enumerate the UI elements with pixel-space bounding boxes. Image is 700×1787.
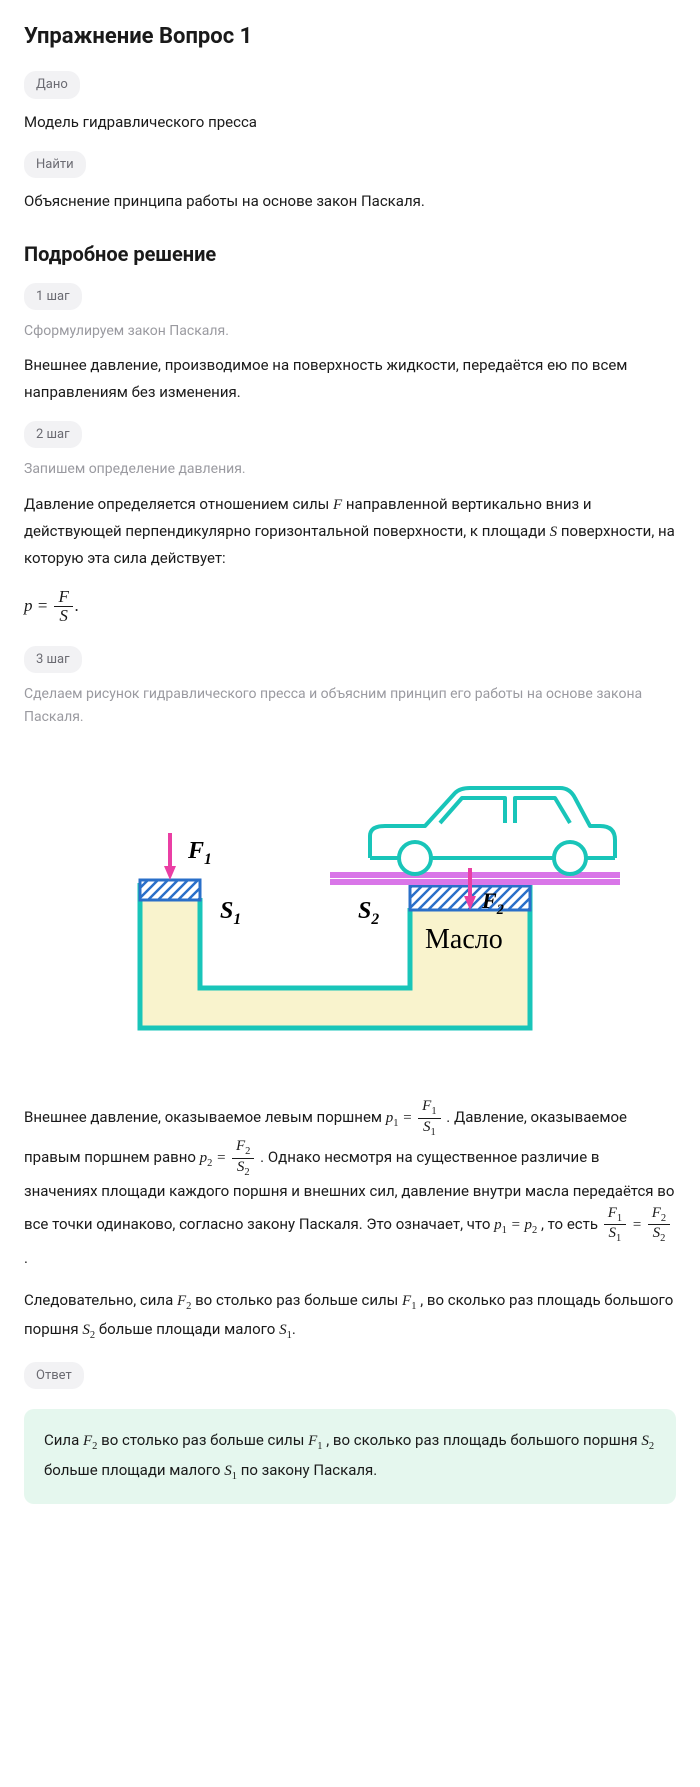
var-F: F [333,497,342,513]
find-text: Объяснение принципа работы на основе зак… [24,188,676,214]
step3-paragraph-1: Внешнее давление, оказываемое левым порш… [24,1098,676,1271]
answer-e: по закону Паскаля. [241,1461,378,1479]
step3-paragraph-2: Следовательно, сила F2 во столько раз бо… [24,1287,676,1346]
ans-S2: S2 [641,1433,654,1449]
svg-text:Масло: Масло [425,924,503,955]
step2-text: Давление определяется отношением силы F … [24,491,676,572]
svg-text:S1: S1 [220,898,241,928]
step3-pill: 3 шаг [24,646,82,674]
frac-F2S2: F2S2 [232,1138,254,1178]
answer-a: Сила [44,1431,83,1449]
solution-header: Подробное решение [24,239,676,269]
given-pill: Дано [24,71,80,99]
var-F1: F1 [402,1293,416,1309]
given-text: Модель гидравлического пресса [24,109,676,135]
page-title: Упражнение Вопрос 1 [24,20,676,53]
step3-p1-a: Внешнее давление, оказываемое левым порш… [24,1108,386,1126]
find-pill: Найти [24,151,86,179]
eq-p1: p1 = [386,1110,416,1126]
ans-F1: F1 [308,1433,322,1449]
step3-p1-d: , то есть [541,1215,602,1233]
ans-S1: S1 [224,1463,237,1479]
var-S: S [550,524,558,540]
hydraulic-press-diagram: F1S1S2F2Масло [24,758,676,1058]
var-F2: F2 [177,1293,191,1309]
answer-b: во столько раз больше силы [101,1431,308,1449]
step2-instruction: Запишем определение давления. [24,458,676,480]
step3-p2-a: Следовательно, сила [24,1291,177,1309]
equation-p-FS: p = FS. [24,588,676,626]
step3-p2-d: больше площади малого [99,1320,279,1338]
step2-pill: 2 шаг [24,421,82,449]
answer-c: , во сколько раз площадь большого поршня [326,1431,641,1449]
svg-text:S2: S2 [358,898,379,928]
var-S2: S2 [82,1322,95,1338]
var-S1: S1 [279,1322,292,1338]
step3-instruction: Сделаем рисунок гидравлического пресса и… [24,683,676,728]
frac-F1S1: F1S1 [418,1098,440,1138]
answer-pill: Ответ [24,1362,84,1390]
svg-text:F1: F1 [187,838,212,868]
step2-text-1: Давление определяется отношением силы [24,495,333,513]
answer-d: больше площади малого [44,1461,224,1479]
step1-text: Внешнее давление, производимое на поверх… [24,352,676,405]
frac-F1S1-b: F1S1 [604,1205,626,1245]
step1-instruction: Сформулируем закон Паскаля. [24,320,676,342]
step3-p2-b: во столько раз больше силы [195,1291,402,1309]
answer-box: Сила F2 во столько раз больше силы F1 , … [24,1409,676,1504]
step1-pill: 1 шаг [24,283,82,311]
ans-F2: F2 [83,1433,97,1449]
eq-p1p2: p1 = p2 [494,1217,537,1233]
frac-F2S2-b: F2S2 [648,1205,670,1245]
eq-p2: p2 = [200,1150,230,1166]
